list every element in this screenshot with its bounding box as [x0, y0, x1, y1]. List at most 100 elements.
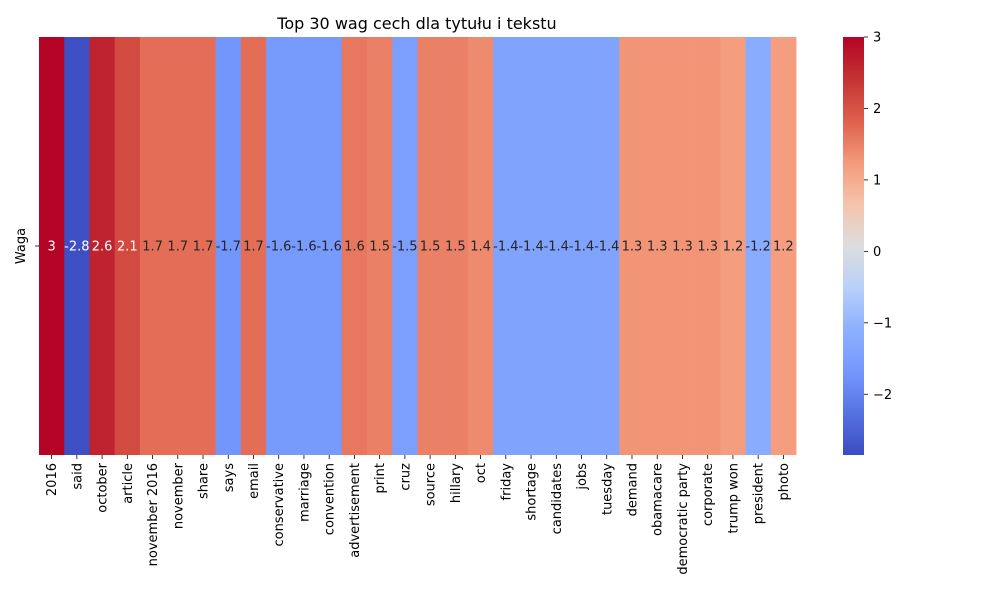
cell-value-label: 1.7 [193, 240, 214, 255]
x-tick-label: friday [499, 463, 514, 501]
cell-value-label: -1.4 [544, 240, 569, 255]
x-tick-label: said [70, 463, 85, 490]
heatmap-cell-share [190, 37, 217, 455]
heatmap-cell-oct [467, 37, 494, 455]
heatmap-cell-advertisement [341, 37, 368, 455]
heatmap-cell-democratic-party [669, 37, 696, 455]
heatmap-cell-shortage [518, 37, 545, 455]
heatmap-cell-demand [619, 37, 645, 455]
colorbar-gradient [843, 37, 864, 455]
x-tick-label: candidates [550, 463, 565, 535]
x-tick-label: photo [777, 463, 792, 501]
cell-value-label: -1.6 [291, 240, 316, 255]
x-tick-label: shortage [525, 463, 540, 521]
x-tick-label: jobs [575, 463, 590, 491]
cell-value-label: -1.4 [518, 240, 543, 255]
x-tick-label: demand [625, 463, 640, 516]
cell-value-label: 1.5 [369, 240, 390, 255]
cell-value-label: 3 [47, 240, 55, 255]
heatmap-cell-october [89, 37, 116, 455]
heatmap-cell-friday [493, 37, 519, 455]
x-tick-label: share [197, 463, 212, 499]
cell-value-label: -1.4 [569, 240, 594, 255]
heatmap-cell-tuesday [594, 37, 620, 455]
heatmap-cell-labels: 3 -2.8 2.6 2.1 1.7 1.7 1.7 -1.7 1.7 -1.6 -1.6 -1.6 1… [47, 240, 793, 255]
x-tick-label: democratic party [676, 463, 691, 575]
cell-value-label: -2.8 [64, 240, 89, 255]
cell-value-label: 1.5 [445, 240, 466, 255]
x-tick-label: corporate [701, 463, 716, 526]
colorbar-tick-label: −1 [873, 316, 892, 331]
cell-value-label: -1.2 [745, 240, 770, 255]
x-tick-label: november 2016 [146, 463, 161, 566]
x-tick-label: source [424, 463, 439, 506]
colorbar-tick-label: 0 [873, 245, 881, 260]
x-axis: 2016 said october article november 2016 novem… [45, 455, 792, 575]
heatmap-cell-says [215, 37, 242, 455]
x-tick-label: november [171, 462, 186, 529]
heatmap-cell-conservative [266, 37, 292, 455]
colorbar-tick-label: 2 [873, 102, 881, 117]
heatmap-cell-obamacare [644, 37, 671, 455]
heatmap-cell-marriage [291, 37, 317, 455]
x-tick-label: cruz [398, 463, 413, 491]
colorbar-tick-label: 1 [873, 173, 881, 188]
cell-value-label: 1.3 [647, 240, 668, 255]
x-tick-label: tuesday [600, 463, 615, 515]
heatmap-cell-photo [770, 37, 797, 455]
heatmap-cell-print [367, 37, 393, 455]
heatmap-cell-2016 [39, 37, 65, 455]
x-tick-label: president [752, 463, 767, 524]
x-tick-label: marriage [297, 463, 312, 522]
heatmap-cell-november [165, 37, 191, 455]
heatmap-cell-email [240, 37, 267, 455]
cell-value-label: 2.1 [117, 240, 138, 255]
x-tick-label: email [247, 463, 262, 499]
cell-value-label: -1.4 [493, 240, 518, 255]
cell-value-label: -1.6 [266, 240, 291, 255]
heatmap-cell-cruz [392, 37, 418, 455]
cell-value-label: -1.5 [392, 240, 417, 255]
heatmap-cell-hillary [442, 37, 469, 455]
heatmap-cell-president [745, 37, 772, 455]
cell-value-label: -1.7 [216, 240, 241, 255]
cell-value-label: 1.7 [167, 240, 188, 255]
cell-value-label: -1.4 [594, 240, 619, 255]
x-tick-label: article [121, 463, 136, 504]
heatmap-cell-article [114, 37, 141, 455]
x-tick-label: october [96, 462, 111, 512]
x-tick-label: obamacare [651, 463, 666, 536]
colorbar-tick-label: −2 [873, 388, 892, 403]
heatmap-cell-said [64, 37, 90, 455]
cell-value-label: 1.4 [470, 240, 491, 255]
heatmap-cell-source [417, 37, 444, 455]
x-tick-label: hillary [449, 463, 464, 503]
x-tick-label: print [373, 463, 388, 494]
cell-value-label: 1.7 [243, 240, 264, 255]
cell-value-label: 1.2 [723, 240, 744, 255]
x-tick-label: advertisement [348, 463, 363, 558]
y-axis-label: Waga [14, 228, 29, 264]
colorbar-tick-label: 3 [873, 31, 881, 46]
chart-title: Top 30 wag cech dla tytułu i tekstu [276, 14, 556, 33]
x-tick-label: oct [474, 463, 489, 483]
cell-value-label: 1.3 [672, 240, 693, 255]
cell-value-label: 1.3 [697, 240, 718, 255]
x-tick-label: conservative [272, 463, 287, 547]
heatmap-cell-november-2016 [139, 37, 166, 455]
cell-value-label: 2.6 [92, 240, 113, 255]
heatmap-cell-trump-won [720, 37, 746, 455]
heatmap-cell-jobs [568, 37, 595, 455]
heatmap-cell-corporate [695, 37, 721, 455]
y-axis: Waga [14, 228, 39, 264]
cell-value-label: 1.2 [773, 240, 794, 255]
heatmap-cell-candidates [543, 37, 570, 455]
x-tick-label: says [222, 463, 237, 492]
x-tick-label: 2016 [45, 463, 60, 496]
colorbar: −2 −1 0 1 2 3 [843, 31, 892, 455]
cell-value-label: 1.7 [142, 240, 163, 255]
heatmap-cells [39, 37, 797, 455]
x-tick-label: convention [323, 463, 338, 535]
